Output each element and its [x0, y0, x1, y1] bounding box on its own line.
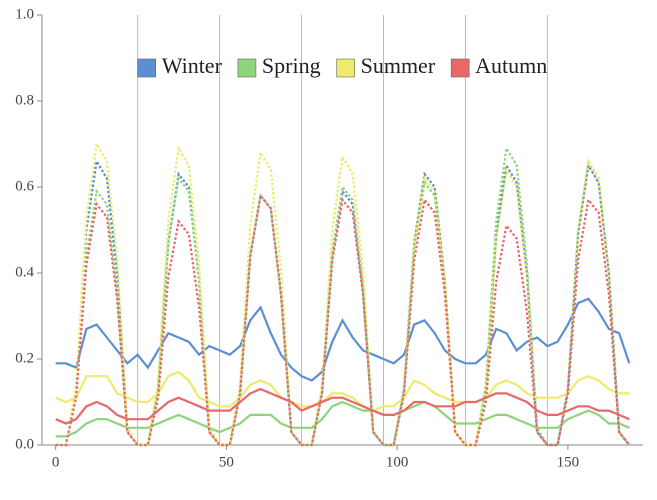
y-tick-label: 0.6 [15, 178, 34, 194]
y-tick-label: 0.8 [15, 92, 34, 108]
peak-line [55, 192, 631, 447]
series-line [55, 387, 630, 425]
x-tick-label: 100 [386, 454, 409, 470]
legend-label: Spring [262, 53, 321, 78]
x-tick-label: 150 [557, 454, 580, 470]
legend-swatch [137, 58, 157, 78]
legend-label: Winter [162, 53, 223, 78]
x-tick-label: 50 [219, 454, 234, 470]
series-line [55, 297, 631, 382]
y-tick-label: 0.0 [15, 436, 34, 452]
legend-swatch [450, 58, 470, 78]
legend-label: Summer [361, 53, 436, 78]
y-tick-label: 0.4 [15, 264, 34, 280]
legend-swatch [237, 58, 257, 78]
legend-swatch [336, 58, 355, 78]
legend-label: Autumn [475, 53, 547, 78]
y-tick-label: 1.0 [15, 6, 34, 22]
x-tick-label: 0 [52, 454, 60, 470]
y-tick-label: 0.2 [15, 350, 34, 366]
series-line [55, 370, 630, 412]
peak-line [55, 157, 631, 447]
